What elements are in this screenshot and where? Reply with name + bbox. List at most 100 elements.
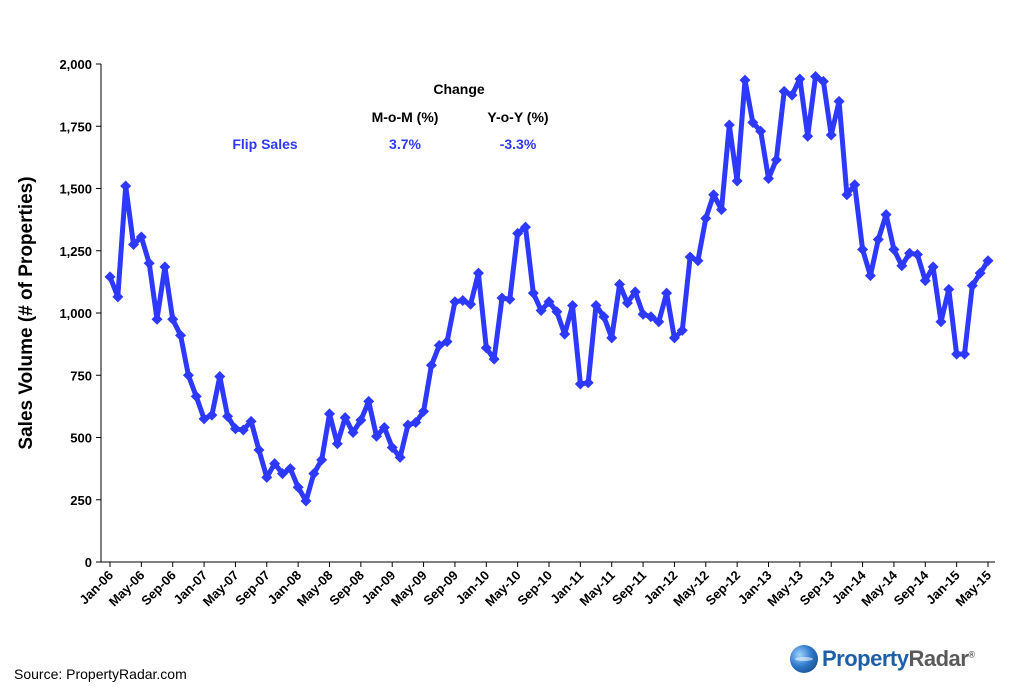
data-point <box>112 291 124 303</box>
data-point <box>763 173 774 185</box>
data-point <box>347 427 359 439</box>
data-point <box>958 348 970 360</box>
data-point <box>324 408 335 420</box>
data-point <box>778 85 790 97</box>
data-point <box>559 328 571 340</box>
data-point <box>676 324 688 336</box>
data-point <box>465 298 477 310</box>
data-point <box>300 495 312 507</box>
x-tick-label: May-07 <box>200 568 242 610</box>
data-point <box>292 481 304 493</box>
x-tick-label: May-15 <box>952 568 994 610</box>
x-tick-label: May-12 <box>670 568 712 610</box>
data-point <box>488 353 500 365</box>
data-point <box>849 179 861 191</box>
data-point <box>755 125 767 137</box>
data-point <box>817 75 829 87</box>
data-point <box>606 332 618 344</box>
data-point <box>182 369 194 381</box>
x-tick-label: Sep-11 <box>609 568 649 608</box>
data-point <box>833 95 845 107</box>
logo-text: PropertyRadar® <box>822 646 975 672</box>
data-point <box>935 316 947 328</box>
data-point <box>567 300 579 312</box>
y-tick-label: 1,250 <box>59 244 92 259</box>
data-point <box>449 296 461 308</box>
data-point <box>747 117 759 129</box>
data-point <box>355 414 367 426</box>
data-point <box>253 444 265 456</box>
y-tick-label: 500 <box>70 431 92 446</box>
data-point <box>551 306 563 318</box>
logo-registered-mark: ® <box>968 649 975 660</box>
data-point <box>786 89 798 101</box>
data-point <box>982 255 994 267</box>
x-tick-label: May-11 <box>577 568 618 609</box>
annotation-mom-header: M-o-M (%) <box>372 109 439 125</box>
annotation-yoy-header: Y-o-Y (%) <box>487 109 548 125</box>
x-tick-label: May-10 <box>482 568 524 610</box>
x-tick-label: May-06 <box>106 568 148 610</box>
data-point <box>802 130 814 142</box>
data-point <box>864 270 876 282</box>
data-point <box>794 73 806 85</box>
data-point <box>159 261 171 273</box>
data-point <box>668 332 680 344</box>
data-point <box>621 297 633 309</box>
data-point <box>363 395 375 407</box>
data-point <box>582 377 594 389</box>
data-point <box>810 70 822 82</box>
change-annotation: Change M-o-M (%) Y-o-Y (%) Flip Sales 3.… <box>232 81 548 152</box>
data-point <box>629 286 641 298</box>
y-tick-label: 750 <box>70 368 92 383</box>
data-point <box>371 430 383 442</box>
data-point <box>825 129 837 141</box>
data-point <box>739 74 751 86</box>
data-point <box>269 458 281 470</box>
x-ticks: Jan-06May-06Sep-06Jan-07May-07Sep-07Jan-… <box>76 562 994 609</box>
y-tick-label: 1,000 <box>59 306 92 321</box>
y-tick-label: 250 <box>70 493 92 508</box>
data-point <box>527 287 539 299</box>
x-tick-label: Sep-08 <box>326 568 367 609</box>
data-point <box>574 378 586 390</box>
data-point <box>504 293 516 305</box>
data-point <box>135 231 147 243</box>
data-point <box>394 451 406 463</box>
annotation-yoy-value: -3.3% <box>500 136 537 152</box>
y-tick-label: 1,500 <box>59 182 92 197</box>
data-point <box>237 424 249 436</box>
data-point <box>206 409 218 421</box>
data-point <box>904 247 916 259</box>
y-ticks: 0 250 500 750 1,000 1,250 1,500 1,750 2,000 <box>59 57 101 570</box>
data-point <box>661 287 673 299</box>
data-point <box>331 438 343 450</box>
data-point <box>653 316 665 328</box>
data-point <box>308 468 320 480</box>
data-point <box>214 370 226 382</box>
data-point <box>418 405 430 417</box>
data-point <box>535 305 547 317</box>
series-flip-sales <box>104 70 994 507</box>
x-tick-label: May-09 <box>388 568 430 610</box>
data-point <box>175 329 187 341</box>
annotation-series-label: Flip Sales <box>232 136 298 152</box>
data-point <box>441 336 453 348</box>
data-point <box>857 244 869 256</box>
data-point <box>496 292 508 304</box>
data-point <box>590 300 602 312</box>
data-point <box>190 390 202 402</box>
annotation-heading: Change <box>433 81 485 97</box>
data-point <box>378 422 390 434</box>
data-point <box>433 339 445 351</box>
data-point <box>457 295 469 307</box>
data-point <box>614 278 626 290</box>
data-point <box>896 260 908 272</box>
data-point <box>911 248 923 260</box>
data-point <box>276 468 288 480</box>
x-tick-label: Sep-07 <box>232 568 273 609</box>
data-point <box>480 342 492 354</box>
x-tick-label: May-14 <box>858 567 900 609</box>
data-point <box>143 257 155 269</box>
data-point <box>284 463 296 475</box>
